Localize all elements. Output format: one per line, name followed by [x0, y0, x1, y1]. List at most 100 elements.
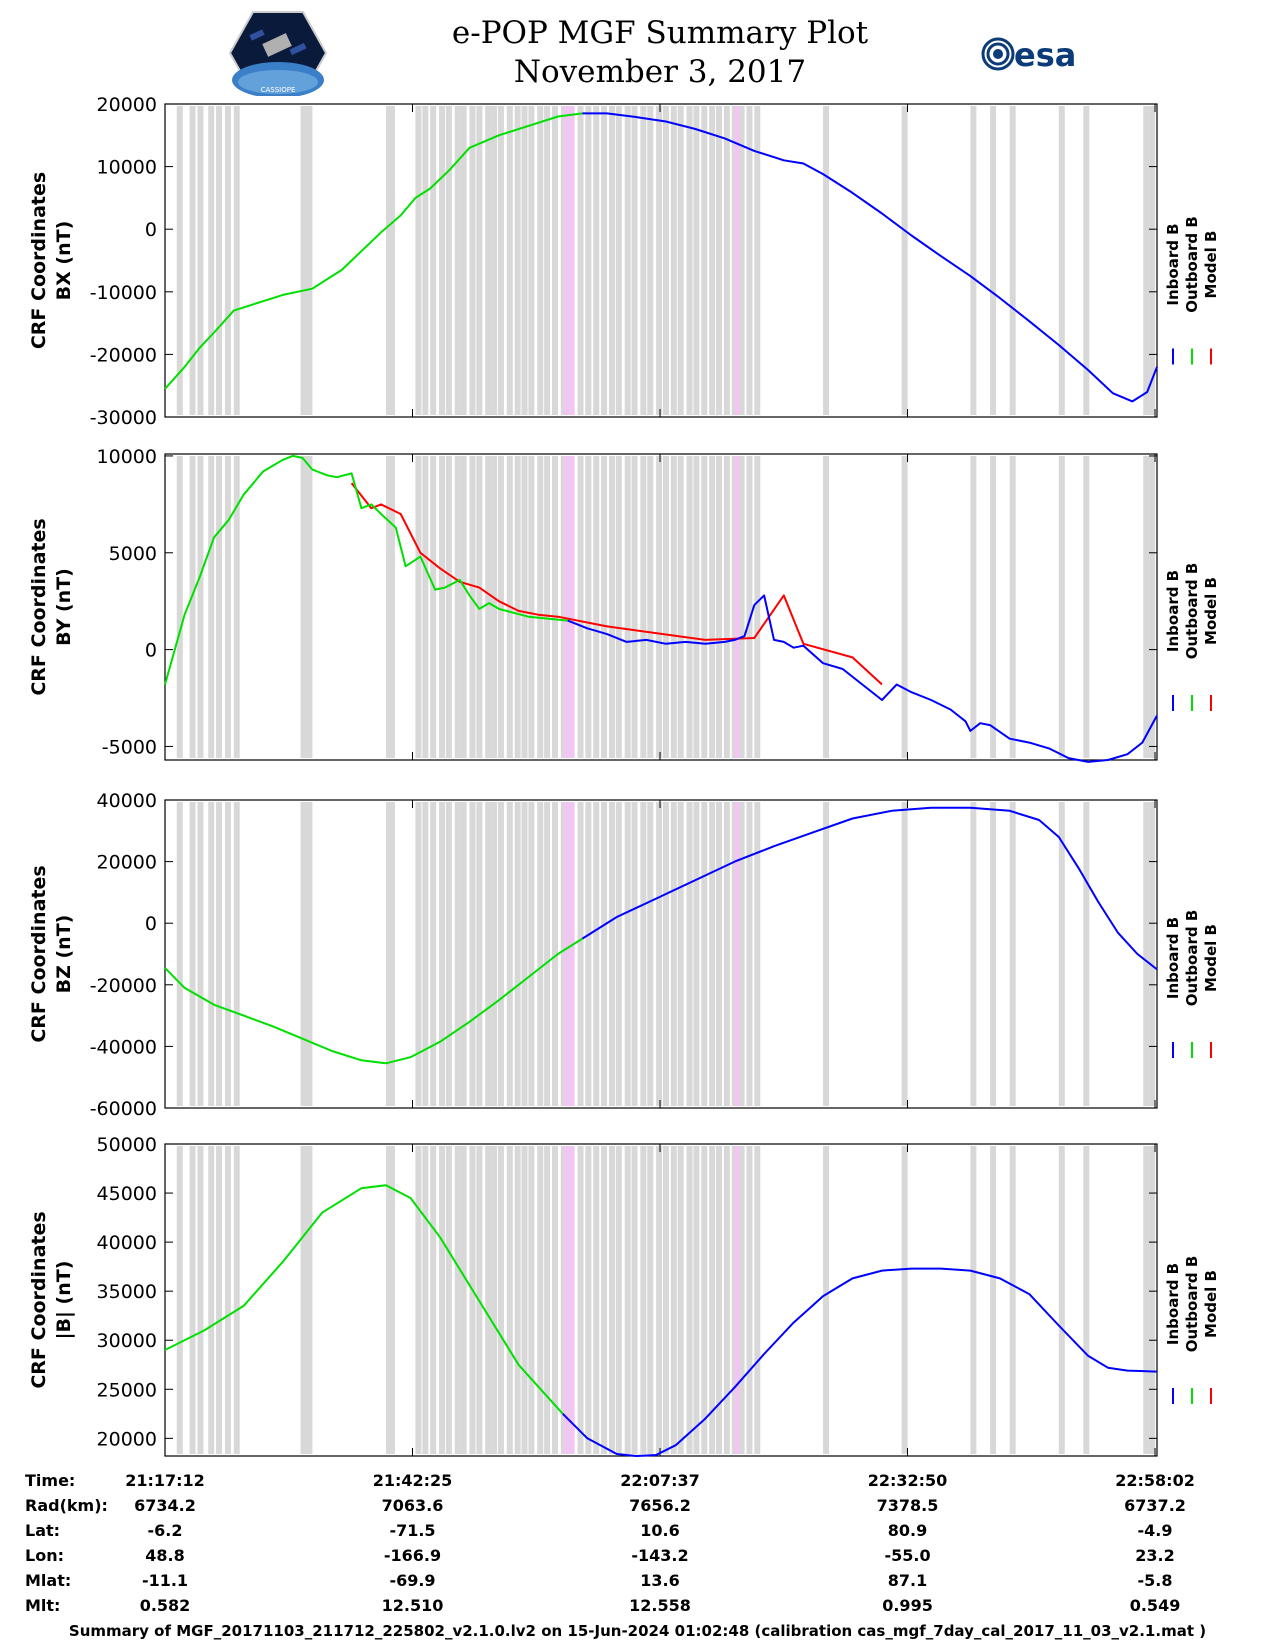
gap-band: [233, 1146, 240, 1454]
legend-label: Inboard B: [1164, 570, 1182, 652]
gap-band: [640, 106, 647, 415]
gap-band: [445, 1146, 452, 1454]
gap-band: [439, 1146, 446, 1454]
summary-footer: Summary of MGF_20171103_211712_225802_v2…: [68, 1622, 1207, 1640]
panel-1: 20000 10000 0 -10000 -20000 -30000 CRF Coordin…: [28, 94, 1220, 429]
gap-band: [746, 1146, 753, 1454]
ephemeris-value: -4.9: [1138, 1521, 1173, 1540]
panel-frame: [164, 453, 1158, 761]
gap-band: [1149, 456, 1156, 758]
series-inboard: [567, 594, 1158, 763]
series-inboard: [581, 806, 1158, 971]
y-tick-label: 50000: [97, 1134, 157, 1156]
ephemeris-value: 21:17:12: [125, 1471, 205, 1490]
ephemeris-value: 23.2: [1135, 1546, 1174, 1565]
gap-band: [469, 802, 476, 1106]
gap-band: [723, 1146, 730, 1454]
gap-band: [823, 106, 830, 415]
gap-band: [216, 106, 223, 415]
gap-band: [469, 106, 476, 415]
gap-band: [497, 802, 504, 1106]
gap-band: [430, 802, 437, 1106]
legend-label: Outboard B: [1183, 563, 1201, 660]
gap-band: [208, 106, 215, 415]
gap-band: [631, 456, 638, 758]
gap-band: [224, 456, 231, 758]
gap-band: [1009, 456, 1016, 758]
gap-band: [990, 1146, 997, 1454]
gap-band: [208, 802, 215, 1106]
gap-band: [640, 1146, 647, 1454]
gap-band: [601, 456, 608, 758]
gap-band: [577, 456, 584, 758]
panel-2: 10000 5000 0 -5000 CRF Coordinates BY (nT) Inb…: [28, 446, 1220, 763]
gap-band: [415, 106, 422, 415]
ephemeris-value: 12.510: [382, 1596, 444, 1615]
gap-band: [990, 456, 997, 758]
gap-band: [970, 1146, 977, 1454]
y-tick-label: 25000: [97, 1379, 157, 1401]
ephemeris-value: -69.9: [389, 1571, 435, 1590]
y-tick-label: 40000: [97, 790, 157, 812]
gap-band: [528, 1146, 535, 1454]
y-tick-label: 35000: [97, 1281, 157, 1303]
y-axis-label: BY (nT): [53, 568, 75, 646]
gap-band: [306, 1146, 313, 1454]
ephemeris-value: 12.558: [629, 1596, 691, 1615]
gap-band: [476, 106, 483, 415]
gap-band: [491, 106, 498, 415]
gap-band: [1143, 1146, 1150, 1454]
gap-band: [197, 456, 204, 758]
gap-band: [497, 456, 504, 758]
gap-band: [233, 456, 240, 758]
y-tick-label: 10000: [97, 446, 157, 468]
gap-band: [306, 802, 313, 1106]
ephemeris-value: 22:58:02: [1115, 1471, 1195, 1490]
gap-band: [197, 1146, 204, 1454]
gap-band: [460, 106, 467, 415]
gap-band: [624, 456, 631, 758]
gap-band: [640, 456, 647, 758]
gap-band: [1058, 1146, 1065, 1454]
gap-band: [445, 802, 452, 1106]
y-axis-label: BZ (nT): [53, 915, 75, 994]
legend-label: Inboard B: [1164, 917, 1182, 999]
gap-band: [1083, 802, 1090, 1106]
gap-band: [1143, 802, 1150, 1106]
y-tick-label: -10000: [90, 282, 157, 304]
gap-band-pink: [563, 456, 569, 758]
gap-band-pink: [734, 802, 740, 1106]
gap-band: [506, 1146, 513, 1454]
y-tick-label: 0: [145, 913, 157, 935]
gap-band: [670, 106, 677, 415]
gap-band: [445, 106, 452, 415]
gap-band: [593, 1146, 600, 1454]
gap-band: [656, 802, 663, 1106]
gap-band: [738, 106, 745, 415]
gap-band: [693, 802, 700, 1106]
gap-band: [176, 456, 183, 758]
gap-band-pink: [563, 106, 569, 415]
gap-band: [647, 1146, 654, 1454]
gap-band: [430, 106, 437, 415]
gap-band: [723, 106, 730, 415]
gap-band: [544, 456, 551, 758]
gap-band: [585, 1146, 592, 1454]
y-tick-label: -40000: [90, 1036, 157, 1058]
gap-band: [388, 456, 395, 758]
ephemeris-value: -143.2: [631, 1546, 688, 1565]
gap-band: [615, 456, 622, 758]
gap-band: [537, 106, 544, 415]
gap-band: [551, 802, 558, 1106]
gap-band: [990, 106, 997, 415]
gap-band: [197, 106, 204, 415]
gap-band-pink: [563, 802, 569, 1106]
gap-band: [601, 106, 608, 415]
gap-band: [1083, 1146, 1090, 1454]
gap-band: [514, 456, 521, 758]
legend-label: Outboard B: [1183, 910, 1201, 1007]
gap-band: [224, 1146, 231, 1454]
plot-title: e-POP MGF Summary Plot November 3, 2017: [330, 14, 990, 92]
gap-band: [1083, 106, 1090, 415]
gap-band: [608, 802, 615, 1106]
